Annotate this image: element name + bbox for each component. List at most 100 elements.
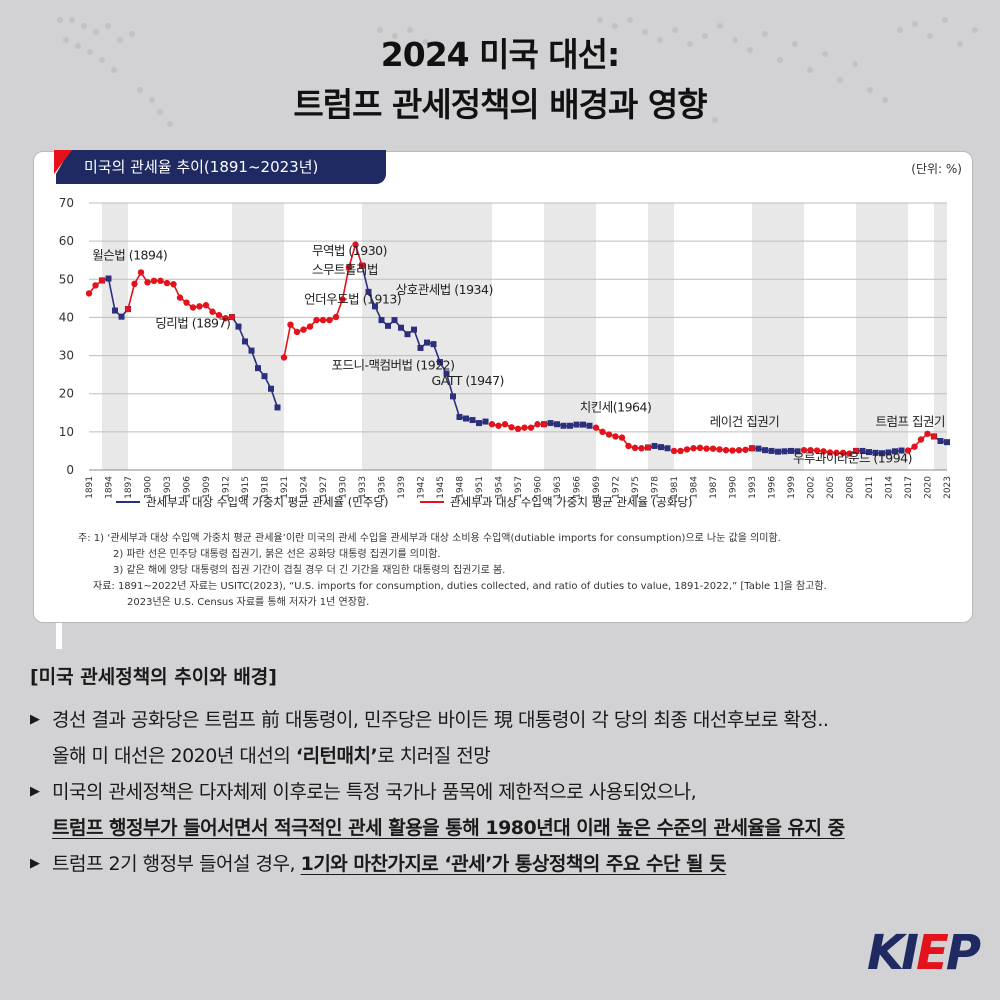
republican-data-point — [696, 444, 704, 452]
republican-data-point — [293, 328, 301, 336]
republican-data-point — [306, 323, 314, 330]
republican-data-point — [209, 308, 216, 315]
republican-data-point — [716, 446, 723, 453]
democrat-data-point — [775, 448, 781, 455]
chart-annotation: 치킨세(1964) — [580, 399, 652, 414]
bullet-1-line2-pre: 올해 미 대선은 2020년 대선의 — [52, 745, 296, 767]
republican-data-point — [183, 299, 190, 306]
democrat-period-band — [232, 203, 284, 470]
tariff-line-chart: 0 10 20 30 40 50 60 70 1891 1894 1897 1900 1903 1906 1… — [59, 196, 953, 509]
democrat-data-point — [560, 422, 567, 429]
chart-annotation: 레이건 집권기 — [710, 414, 779, 429]
democrat-period-band — [648, 203, 674, 470]
republican-data-point — [137, 269, 145, 276]
chart-annotation: 포드니-맥컴버법 (1922) — [331, 358, 454, 373]
republican-data-point — [709, 445, 717, 452]
democrat-data-point — [372, 303, 378, 310]
x-tick-label: 2014 — [885, 476, 895, 499]
page-title-line2: 트럼프 관세정책의 배경과 영향 — [293, 85, 707, 124]
democrat-data-point — [898, 447, 905, 454]
republican-data-point — [826, 449, 834, 456]
x-tick-label: 1972 — [612, 476, 622, 499]
republican-data-point — [189, 304, 197, 311]
republican-data-point — [131, 280, 138, 288]
republican-data-point — [839, 449, 847, 457]
chart-annotation: 상호관세법 (1934) — [396, 282, 493, 297]
democrat-data-point — [365, 288, 372, 295]
republican-data-point — [300, 326, 307, 333]
democrat-data-point — [476, 420, 482, 427]
x-tick-label: 1924 — [300, 476, 310, 499]
page-title-line1: 2024 미국 대선: — [380, 35, 620, 74]
democrat-data-point — [430, 341, 437, 348]
bullet-2-cont: 트럼프 행정부가 들어서면서 적극적인 관세 활용을 통해 1980년대 이래 … — [30, 810, 970, 846]
x-tick-label: 1999 — [787, 476, 797, 499]
democrat-data-point — [573, 421, 580, 428]
democrat-period-band — [934, 203, 947, 470]
republican-data-point — [722, 446, 730, 454]
republican-data-point — [508, 424, 515, 431]
bullet-3-bold: 1기와 마찬가지로 ‘관세’가 통상정책의 주요 수단 될 듯 — [300, 853, 727, 875]
republican-data-point — [150, 277, 158, 285]
democrat-data-point — [118, 313, 125, 320]
bullet-3: ▶ 트럼프 2기 행정부 들어설 경우, 1기와 마찬가지로 ‘관세’가 통상정… — [30, 846, 970, 882]
republican-data-point — [618, 434, 626, 441]
y-tick-label: 20 — [59, 387, 74, 401]
chart-annotation: 스무트홀리법 — [312, 262, 378, 277]
chart-card: 미국의 관세율 추이(1891~2023년) (단위: %) 0 10 20 30 40… — [33, 150, 973, 623]
x-tick-label: 1930 — [339, 476, 349, 499]
republican-data-point — [534, 421, 541, 428]
x-tick-label: 1981 — [670, 476, 680, 499]
republican-data-point — [176, 294, 184, 301]
x-tick-label: 1927 — [319, 476, 329, 499]
democrat-data-point — [859, 447, 866, 454]
x-tick-label: 2002 — [807, 476, 817, 499]
chart-unit: (단위: %) — [911, 162, 962, 176]
y-tick-label: 50 — [59, 272, 74, 286]
republican-data-point — [677, 447, 684, 455]
democrat-data-point — [944, 439, 950, 446]
republican-data-point — [501, 421, 509, 428]
x-tick-label: 1984 — [690, 476, 700, 499]
republican-data-point — [495, 422, 502, 429]
y-tick-label: 70 — [59, 196, 74, 210]
democrat-data-point — [879, 450, 885, 457]
republican-data-point — [527, 424, 535, 431]
note-1: 주: 1) ‘관세부과 대상 수입액 가중치 평균 관세율’이란 미국의 관세 … — [78, 533, 781, 544]
democrat-data-point — [105, 275, 112, 282]
y-tick-label: 30 — [59, 349, 74, 363]
republican-data-point — [157, 277, 164, 285]
democrat-data-point — [482, 418, 489, 425]
democrat-data-point — [469, 417, 476, 424]
x-tick-label: 1963 — [553, 476, 563, 499]
chart-notes: 주: 1) ‘관세부과 대상 수입액 가중치 평균 관세율’이란 미국의 관세 … — [78, 531, 827, 611]
x-tick-label: 1948 — [456, 476, 466, 499]
bullet-1-line1: 경선 결과 공화당은 트럼프 前 대통령이, 민주당은 바이든 現 대통령이 각… — [52, 709, 829, 731]
republican-data-point — [222, 314, 229, 322]
chart-title: 미국의 관세율 추이(1891~2023년) — [56, 150, 386, 184]
republican-data-point — [345, 263, 353, 271]
logo-ki: KI — [866, 925, 919, 981]
republican-data-point — [638, 445, 645, 452]
chart-annotation: 언더우드법 (1913) — [304, 292, 401, 307]
republican-data-point — [287, 321, 294, 328]
x-tick-label: 2008 — [846, 476, 856, 499]
x-tick-label: 1960 — [534, 476, 544, 499]
republican-data-point — [196, 303, 203, 310]
republican-data-point — [748, 445, 756, 452]
world-map-background — [57, 17, 978, 127]
democrat-period-band — [856, 203, 908, 470]
bullet-2: ▶ 미국의 관세정책은 다자체제 이후로는 특정 국가나 품목에 제한적으로 사… — [30, 774, 970, 810]
democrat-data-point — [866, 449, 872, 456]
republican-data-point — [605, 431, 613, 438]
x-tick-label: 1897 — [124, 476, 134, 499]
democrat-data-point — [235, 323, 242, 330]
democrat-data-point — [762, 447, 768, 454]
democrat-data-point — [547, 420, 554, 427]
democrat-data-point — [391, 317, 398, 324]
x-tick-label: 1969 — [592, 476, 602, 499]
republican-data-point — [631, 444, 639, 452]
x-tick-label: 2011 — [865, 476, 875, 499]
democrat-data-point — [788, 447, 794, 454]
republican-data-point — [326, 316, 333, 324]
